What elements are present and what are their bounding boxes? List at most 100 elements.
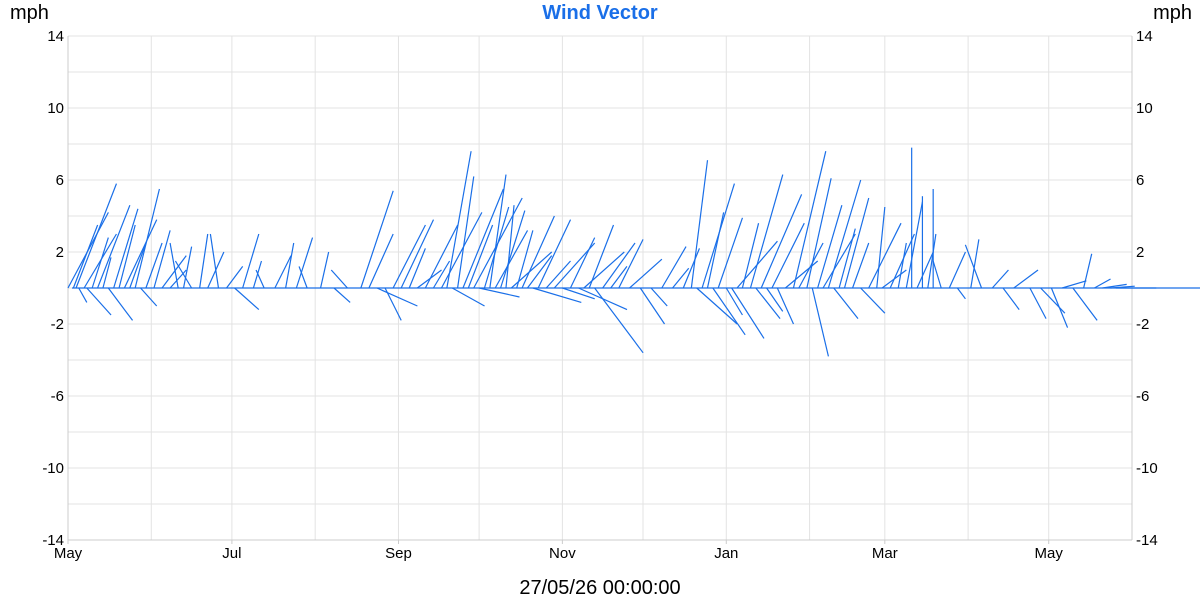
y-tick-label-right: -14 xyxy=(1136,532,1158,549)
wind-vector xyxy=(706,212,725,289)
wind-vector xyxy=(478,287,520,298)
wind-vector xyxy=(817,205,843,289)
wind-vector xyxy=(1013,269,1039,289)
wind-vector xyxy=(852,242,870,289)
wind-vector xyxy=(226,266,244,289)
wind-vector xyxy=(833,287,859,319)
wind-vector xyxy=(602,242,636,289)
wind-vector xyxy=(91,237,109,289)
wind-vector xyxy=(798,242,824,289)
wind-vector xyxy=(889,233,915,289)
wind-vector xyxy=(123,219,158,289)
wind-vector xyxy=(376,287,418,307)
wind-vector xyxy=(134,188,160,289)
wind-vector xyxy=(182,246,193,289)
wind-vector xyxy=(242,233,260,289)
y-tick-label-left: -6 xyxy=(51,388,64,405)
wind-vector xyxy=(948,251,967,289)
wind-vector xyxy=(78,287,88,303)
wind-vector xyxy=(113,208,139,289)
wind-vector xyxy=(868,222,902,289)
wind-vector xyxy=(822,233,856,289)
wind-vector xyxy=(360,190,394,289)
wind-vector xyxy=(319,251,330,289)
wind-vector xyxy=(333,287,351,303)
wind-vector xyxy=(717,217,744,289)
wind-vector xyxy=(153,230,171,289)
wind-vector xyxy=(384,287,402,321)
x-tick-label: Jul xyxy=(222,545,241,562)
wind-vector xyxy=(712,287,746,336)
y-unit-left: mph xyxy=(10,2,49,24)
wind-vector xyxy=(806,178,832,289)
wind-vector xyxy=(1061,280,1087,289)
y-tick-label-right: -2 xyxy=(1136,316,1149,333)
wind-vector xyxy=(749,174,784,289)
wind-vector xyxy=(462,188,504,289)
wind-vector xyxy=(298,266,308,289)
wind-vector xyxy=(1040,287,1066,314)
x-tick-label: May xyxy=(54,545,83,562)
wind-vector xyxy=(145,242,163,289)
wind-vector xyxy=(174,260,193,289)
wind-vector xyxy=(494,230,529,289)
wind-vector xyxy=(1050,287,1069,328)
wind-vector xyxy=(1002,287,1020,310)
wind-vector xyxy=(457,176,475,289)
wind-vector xyxy=(588,224,615,289)
x-tick-label: May xyxy=(1035,545,1064,562)
wind-vector xyxy=(594,287,644,354)
wind-vector xyxy=(618,239,644,289)
wind-vector xyxy=(661,246,687,289)
wind-vector xyxy=(467,224,494,289)
wind-vector xyxy=(964,244,983,289)
y-tick-label-right: 10 xyxy=(1136,100,1153,117)
wind-vector xyxy=(489,174,507,289)
wind-vector xyxy=(1083,253,1093,289)
timestamp: 27/05/26 00:00:00 xyxy=(519,577,681,599)
wind-vector xyxy=(451,287,485,307)
wind-vector xyxy=(432,260,451,289)
wind-vector xyxy=(843,197,870,289)
y-tick-label-left: 10 xyxy=(47,100,64,117)
y-tick-label-right: 6 xyxy=(1136,172,1144,189)
y-tick-label-right: 2 xyxy=(1136,244,1144,261)
wind-vector xyxy=(760,194,803,289)
wind-vector xyxy=(1072,287,1098,321)
wind-vector xyxy=(682,248,701,289)
wind-vector xyxy=(440,212,483,289)
wind-vector xyxy=(483,206,510,289)
wind-vector xyxy=(792,151,827,289)
x-tick-label: Sep xyxy=(385,545,412,562)
y-tick-label-left: 2 xyxy=(56,244,64,261)
wind-vector xyxy=(86,287,112,316)
wind-vector xyxy=(897,242,907,289)
wind-vector xyxy=(169,242,179,289)
y-tick-label-left: 14 xyxy=(47,28,64,45)
x-axis: May Jul Sep Nov Jan Mar May xyxy=(54,540,1064,562)
y-axis-right: 14 10 6 2 -2 -6 -10 -14 xyxy=(1136,28,1158,549)
y-tick-label-left: -10 xyxy=(42,460,64,477)
wind-vector xyxy=(629,258,663,289)
wind-vector xyxy=(776,287,795,325)
wind-vector xyxy=(129,242,147,289)
wind-vector xyxy=(838,228,856,289)
wind-vector xyxy=(731,287,765,339)
wind-vector xyxy=(500,210,526,289)
wind-vector xyxy=(521,215,555,289)
y-tick-label-left: -2 xyxy=(51,316,64,333)
wind-vector xyxy=(916,251,934,289)
wind-vector xyxy=(169,269,187,289)
wind-vector xyxy=(295,237,314,289)
wind-vector xyxy=(96,204,131,289)
wind-vector xyxy=(927,233,937,289)
wind-vector xyxy=(725,287,743,316)
wind-vector-series xyxy=(67,147,1200,357)
wind-vector xyxy=(72,224,99,289)
y-tick-label-left: -14 xyxy=(42,532,64,549)
wind-vector xyxy=(368,233,394,289)
wind-vector xyxy=(610,266,628,289)
wind-vector xyxy=(424,224,459,289)
wind-vector xyxy=(583,251,625,289)
wind-vector xyxy=(255,269,265,289)
